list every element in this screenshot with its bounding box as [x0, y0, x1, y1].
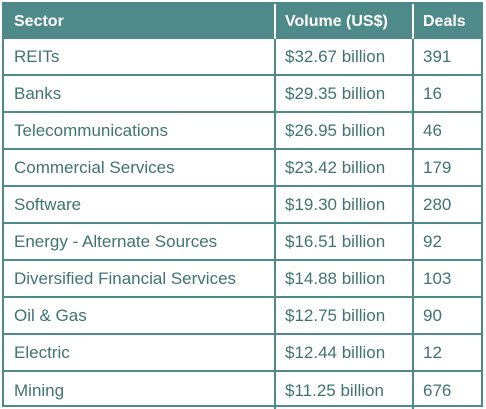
table-row: Electric $12.44 billion 12 — [4, 335, 481, 372]
deals-cell: 12 — [423, 342, 442, 362]
sector-cell: Energy - Alternate Sources — [4, 224, 276, 259]
volume-cell: $14.88 billion — [276, 261, 414, 296]
deals-cell: 103 — [423, 268, 452, 288]
sector-cell: Software — [4, 187, 276, 222]
deals-cell: 179 — [423, 157, 452, 177]
sector-cell: REITs — [4, 39, 276, 74]
table-row: Oil & Gas $12.75 billion 90 — [4, 298, 481, 335]
volume-cell: $32.67 billion — [276, 39, 414, 74]
table-header-row: Sector Volume (US$) Deals — [4, 4, 481, 39]
sector-cell: Banks — [4, 76, 276, 111]
volume-cell: $12.75 billion — [276, 298, 414, 333]
volume-cell: $23.42 billion — [276, 150, 414, 185]
deals-cell: 391 — [423, 46, 452, 66]
volume-cell: $11.25 billion — [276, 372, 414, 409]
table-row: Telecommunications $26.95 billion 46 — [4, 113, 481, 150]
volume-cell: $16.51 billion — [276, 224, 414, 259]
deals-cell: 90 — [423, 305, 442, 325]
sector-cell: Electric — [4, 335, 276, 370]
deals-cell: 46 — [423, 120, 442, 140]
table-row: Commercial Services $23.42 billion 179 — [4, 150, 481, 187]
deals-cell: 280 — [423, 194, 452, 214]
volume-cell: $29.35 billion — [276, 76, 414, 111]
deals-cell: 676 — [423, 380, 452, 400]
table-row: Banks $29.35 billion 16 — [4, 76, 481, 113]
sector-cell: Telecommunications — [4, 113, 276, 148]
table-row: Diversified Financial Services $14.88 bi… — [4, 261, 481, 298]
table-row: Energy - Alternate Sources $16.51 billio… — [4, 224, 481, 261]
table-row: Mining $11.25 billion 676 — [4, 372, 481, 409]
table-row: Software $19.30 billion 280 — [4, 187, 481, 224]
volume-cell: $12.44 billion — [276, 335, 414, 370]
deals-cell: 92 — [423, 231, 442, 251]
volume-cell: $19.30 billion — [276, 187, 414, 222]
deals-cell: 16 — [423, 83, 442, 103]
sector-cell: Commercial Services — [4, 150, 276, 185]
sector-cell: Diversified Financial Services — [4, 261, 276, 296]
sector-cell: Oil & Gas — [4, 298, 276, 333]
header-deals: Deals — [423, 12, 466, 30]
sector-cell: Mining — [4, 372, 276, 409]
header-sector: Sector — [4, 4, 276, 39]
header-volume: Volume (US$) — [276, 4, 414, 39]
volume-cell: $26.95 billion — [276, 113, 414, 148]
table-row: REITs $32.67 billion 391 — [4, 39, 481, 76]
